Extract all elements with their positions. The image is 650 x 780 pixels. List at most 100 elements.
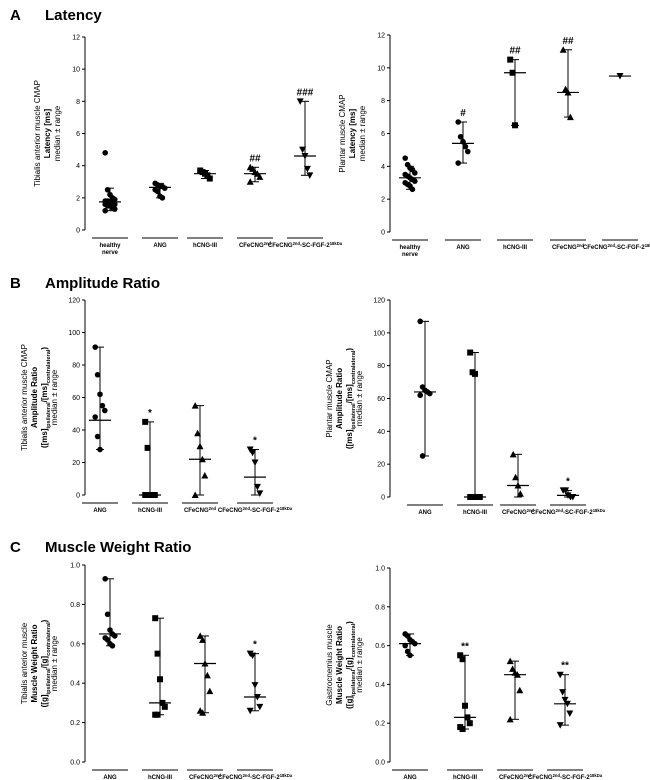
text-segment: CFeCNG <box>531 510 556 516</box>
text-segment: ipsilateral <box>351 669 357 696</box>
data-point <box>506 715 514 723</box>
text-segment: -SC-FGF-2 <box>250 508 280 514</box>
text-segment: ([ms] <box>345 429 354 449</box>
x-tick-label: CFeCNG2nd <box>502 508 535 517</box>
text-segment: nerve <box>402 252 419 258</box>
text-segment: median ± range <box>355 370 364 426</box>
y-axis-label: Muscle Weight Ratio <box>30 624 39 702</box>
y-axis-label: Tibialis anterior muscle CMAP <box>33 80 42 187</box>
y-axis-label: median ± range <box>358 105 367 161</box>
text-segment: hCNG-III <box>463 510 487 516</box>
text-segment: 2nd <box>264 241 272 246</box>
y-tick-label: 100 <box>68 330 80 337</box>
y-axis-label: ([g]ipsilateral/[g]contralateral) <box>345 621 357 709</box>
x-tick-label: healthy nerve <box>399 245 421 258</box>
data-point <box>152 615 159 622</box>
text-segment: ) <box>345 348 354 351</box>
text-segment: 2nd <box>524 773 532 778</box>
data-point <box>516 490 524 497</box>
data-point <box>94 371 101 378</box>
y-axis-label: ([g]ipsilateral/[g]contralateral) <box>40 619 52 707</box>
text-segment: CFeCNG <box>184 508 209 514</box>
text-segment: 2nd <box>527 508 535 513</box>
y-tick-label: 0.0 <box>375 760 385 767</box>
data-point <box>199 709 207 716</box>
y-tick-label: 20 <box>377 462 385 469</box>
significance-label: * <box>566 476 570 487</box>
text-segment: Tibialis anterior muscle CMAP <box>33 80 42 187</box>
data-point <box>99 402 106 409</box>
y-tick-label: 0.8 <box>375 604 385 611</box>
y-axis-label: ([ms]ipsilateral/[ms]contralateral) <box>345 348 357 449</box>
text-segment: Latency [ms] <box>348 108 357 158</box>
x-tick-label: ANG <box>418 510 432 516</box>
data-point <box>306 172 314 179</box>
y-axis-label: Amplitude Ratio <box>30 367 39 428</box>
data-point <box>562 487 570 494</box>
text-segment: ([g] <box>40 694 49 707</box>
text-segment: Tibialis anterior muscle CMAP <box>20 344 29 451</box>
y-axis-label: Amplitude Ratio <box>335 368 344 429</box>
data-point <box>299 146 307 154</box>
text-segment: /[g] <box>345 657 354 670</box>
text-segment: contralateral <box>351 623 357 657</box>
y-tick-label: 20 <box>72 460 80 467</box>
text-segment: /[ms] <box>345 384 354 403</box>
text-segment: Muscle Weight Ratio <box>30 624 39 702</box>
text-segment: median ± range <box>50 635 59 691</box>
y-tick-label: 60 <box>72 395 80 402</box>
text-segment: Muscle Weight Ratio <box>335 626 344 704</box>
text-segment: 18kDa <box>280 773 293 778</box>
data-point <box>559 46 567 53</box>
section-title: Amplitude Ratio <box>45 275 160 292</box>
y-axis-label: median ± range <box>355 637 364 693</box>
y-tick-label: 6 <box>381 131 385 138</box>
y-tick-label: 1.0 <box>375 566 385 573</box>
y-tick-label: 0.4 <box>375 682 385 689</box>
y-tick-label: 0 <box>381 230 385 237</box>
data-point <box>256 703 264 711</box>
y-axis-label: median ± range <box>355 370 364 426</box>
y-tick-label: 80 <box>72 363 80 370</box>
text-segment: ) <box>40 619 49 622</box>
text-segment: median ± range <box>358 105 367 161</box>
text-segment: hCNG-III <box>138 508 162 514</box>
x-tick-label: CFeCNG2nd-SC-FGF-218kDa <box>218 773 293 780</box>
x-tick-label: hCNG-III <box>503 245 527 251</box>
significance-label: ** <box>461 641 469 652</box>
y-tick-label: 60 <box>377 396 385 403</box>
text-segment: hCNG-III <box>453 775 477 780</box>
y-axis-label: Tibialis anterior muscle CMAP <box>20 344 29 451</box>
y-axis-label: Plantar muscle CMAP <box>338 94 347 172</box>
y-tick-label: 40 <box>377 429 385 436</box>
y-tick-label: 0.2 <box>375 721 385 728</box>
text-segment: -SC-FGF-2 <box>300 243 330 249</box>
y-tick-label: 100 <box>373 330 385 337</box>
y-tick-label: 6 <box>76 131 80 138</box>
text-segment: 18kDa <box>645 243 650 248</box>
data-point <box>154 188 161 195</box>
data-point <box>407 652 413 659</box>
data-point <box>249 652 257 660</box>
x-tick-label: CFeCNG2nd-SC-FGF-218kDa <box>218 506 293 515</box>
data-point <box>462 702 468 709</box>
data-point <box>102 407 108 414</box>
data-point <box>561 696 569 704</box>
text-segment: healthy <box>399 245 421 251</box>
data-point <box>196 442 204 450</box>
text-segment: 18kDa <box>593 508 606 513</box>
text-segment: Amplitude Ratio <box>335 368 344 429</box>
data-point <box>249 449 257 457</box>
data-point <box>412 170 418 176</box>
data-point <box>459 656 466 663</box>
data-point <box>201 472 209 479</box>
data-point <box>206 687 214 695</box>
y-axis-label: median ± range <box>50 369 59 425</box>
data-point <box>109 642 116 649</box>
significance-label: ## <box>562 36 574 47</box>
y-tick-label: 2 <box>381 197 385 204</box>
text-segment: Tibialis anterior muscle <box>20 622 29 704</box>
y-tick-label: 0.6 <box>70 641 80 648</box>
significance-label: * <box>253 640 257 651</box>
data-point <box>516 686 524 694</box>
